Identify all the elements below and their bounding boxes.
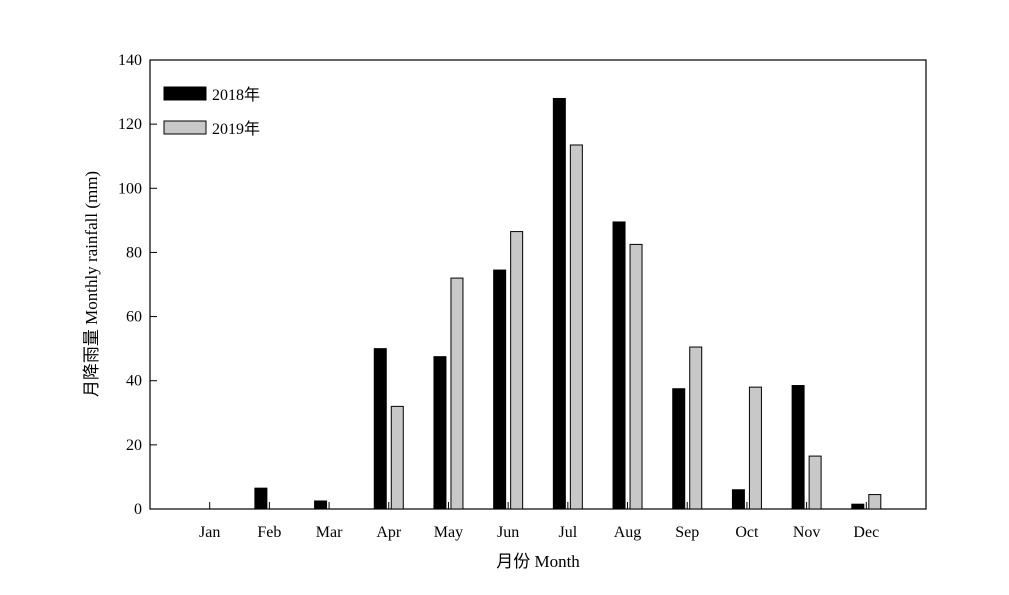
- y-tick-label: 80: [126, 244, 142, 261]
- y-tick-label: 40: [126, 373, 142, 390]
- bar-oct-2019: [748, 386, 762, 510]
- bar-oct-2018: [731, 489, 745, 510]
- x-tick-label-feb: Feb: [257, 524, 281, 541]
- bar-nov-2019: [808, 455, 822, 510]
- x-tick-label-jul: Jul: [559, 524, 578, 541]
- bar-nov-2018: [791, 385, 805, 510]
- bar-series-group: [254, 97, 882, 510]
- y-tick-label: 60: [126, 309, 142, 326]
- legend: 2018年 2019年: [163, 86, 260, 138]
- bar-may-2018: [433, 356, 447, 510]
- bar-apr-2019: [390, 405, 404, 510]
- bar-dec-2018: [851, 503, 865, 510]
- bar-aug-2018: [612, 221, 626, 510]
- x-tick-label-mar: Mar: [316, 524, 343, 541]
- y-axis: 0 20 40 60 80 100 120 140: [118, 52, 157, 518]
- bar-jun-2019: [510, 231, 524, 510]
- y-tick-label: 100: [118, 180, 142, 197]
- x-tick-label-sep: Sep: [675, 524, 699, 541]
- plot-area-frame: [149, 59, 927, 510]
- y-tick-label: 120: [118, 116, 142, 133]
- bar-sep-2019: [689, 346, 703, 510]
- legend-label-2019: 2019年: [212, 120, 260, 138]
- y-axis-title: 月降雨量 Monthly rainfall (mm): [82, 171, 101, 397]
- legend-swatch-2019: [163, 120, 207, 135]
- bar-aug-2019: [629, 243, 643, 510]
- x-axis: Jan Feb Mar Apr May Jun Jul Aug Sep Oct Nov Dec: [199, 502, 879, 541]
- y-tick-label: 140: [118, 52, 142, 69]
- legend-swatch-2018: [163, 86, 207, 101]
- x-tick-label-aug: Aug: [614, 524, 642, 541]
- x-tick-label-apr: Apr: [376, 524, 402, 541]
- bar-jul-2018: [552, 97, 566, 510]
- bar-may-2019: [450, 277, 464, 510]
- x-tick-label-jun: Jun: [497, 524, 519, 541]
- bar-feb-2018: [254, 487, 268, 510]
- legend-label-2018: 2018年: [212, 86, 260, 104]
- y-tick-label: 0: [134, 501, 142, 518]
- x-tick-label-may: May: [434, 524, 463, 541]
- bar-sep-2018: [672, 388, 686, 510]
- bar-mar-2018: [314, 500, 328, 510]
- x-tick-label-dec: Dec: [853, 524, 879, 541]
- x-tick-label-nov: Nov: [793, 524, 821, 541]
- bar-apr-2018: [373, 348, 387, 510]
- bar-jul-2019: [569, 144, 583, 510]
- bar-dec-2019: [868, 494, 882, 510]
- x-tick-label-jan: Jan: [199, 524, 220, 541]
- x-axis-title: 月份 Month: [496, 552, 580, 571]
- y-tick-label: 20: [126, 437, 142, 454]
- bar-jun-2018: [493, 269, 507, 510]
- x-tick-label-oct: Oct: [735, 524, 759, 541]
